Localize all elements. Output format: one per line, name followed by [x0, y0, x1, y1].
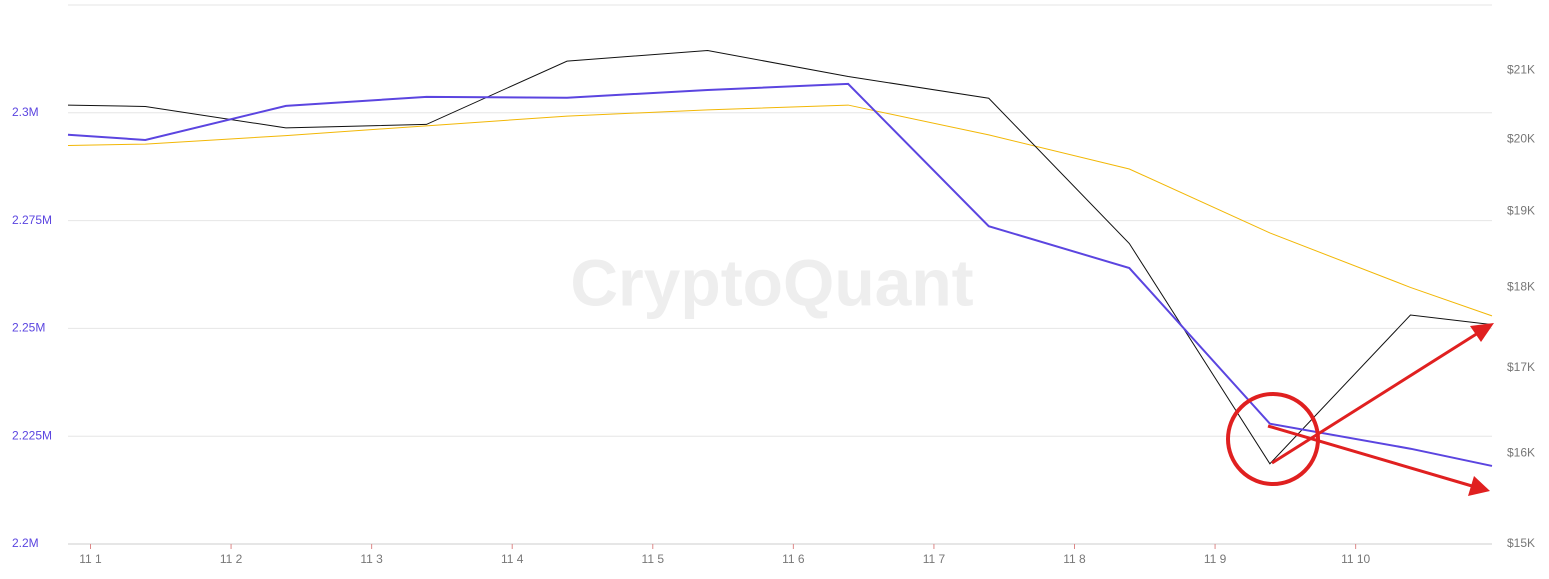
y2-tick-label: $18K	[1507, 280, 1535, 294]
annotation	[1226, 323, 1494, 496]
y2-tick-label: $15K	[1507, 536, 1535, 550]
y-tick-label: 2.25M	[12, 321, 45, 335]
x-tick-label: 11 3	[360, 552, 383, 566]
x-tick-label: 11 2	[220, 552, 243, 566]
annotation-circle	[1226, 392, 1320, 486]
x-tick-label: 11 10	[1341, 552, 1370, 566]
y2-tick-label: $17K	[1507, 360, 1535, 374]
annotation-arrow	[1267, 424, 1473, 488]
y-tick-label: 2.2M	[12, 536, 39, 550]
x-tick-label: 11 9	[1204, 552, 1227, 566]
y2-tick-label: $20K	[1507, 131, 1535, 145]
y2-tick-label: $16K	[1507, 445, 1535, 459]
y-tick-label: 2.275M	[12, 213, 52, 227]
annotation-arrow	[1271, 331, 1479, 465]
x-tick-label: 11 1	[79, 552, 102, 566]
series-line	[67, 104, 1493, 317]
annotation-arrowhead	[1468, 476, 1490, 496]
watermark: CryptoQuant	[570, 245, 973, 319]
y2-tick-label: $19K	[1507, 203, 1535, 217]
annotation-arrowhead	[1470, 323, 1494, 342]
series-line	[67, 50, 1493, 465]
x-tick-label: 11 4	[501, 552, 524, 566]
x-tick-label: 11 6	[782, 552, 805, 566]
x-tick-label: 11 5	[642, 552, 665, 566]
y-tick-label: 2.3M	[12, 105, 39, 119]
series-line	[67, 82, 1493, 467]
x-tick-label: 11 8	[1063, 552, 1086, 566]
y-tick-label: 2.225M	[12, 428, 52, 442]
x-tick-label: 11 7	[923, 552, 946, 566]
y2-tick-label: $21K	[1507, 63, 1535, 77]
